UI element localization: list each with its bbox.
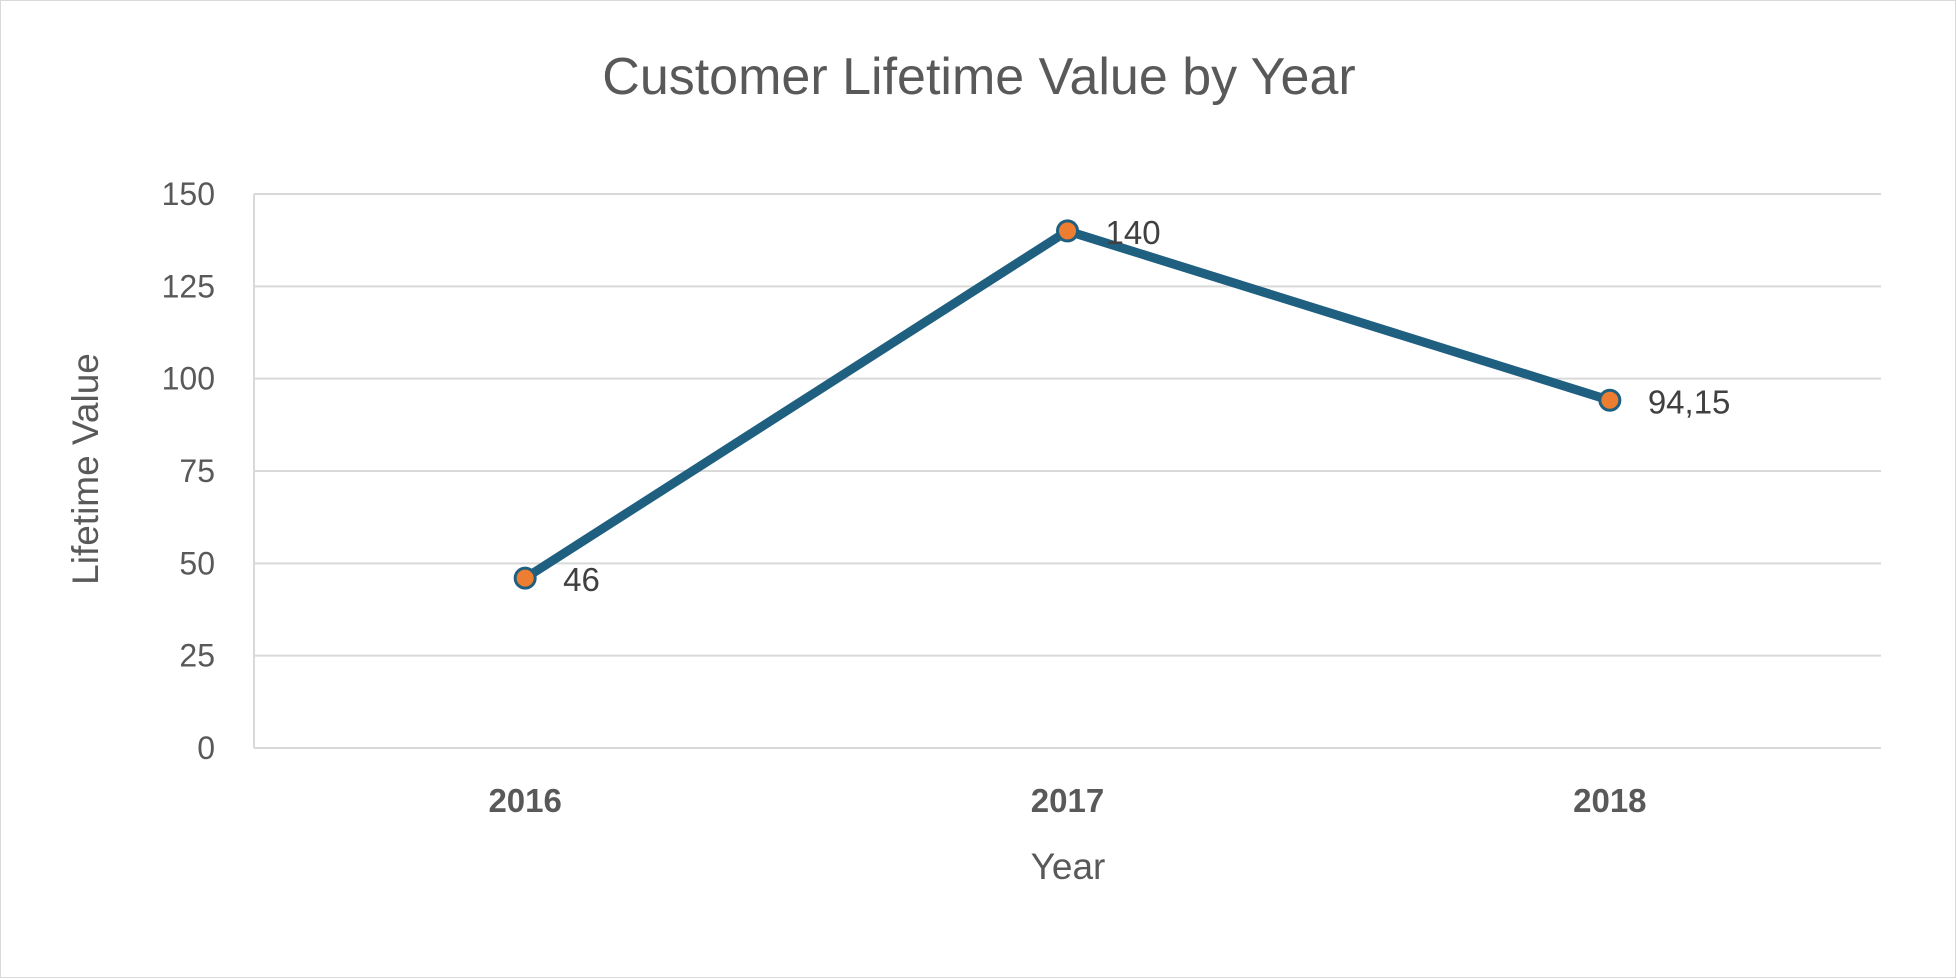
x-axis-title: Year — [1031, 846, 1106, 887]
series-line — [520, 226, 1615, 583]
data-point-2017 — [1056, 219, 1079, 243]
data-label-2016: 46 — [563, 561, 600, 598]
y-tick-label: 0 — [197, 730, 215, 766]
x-axis-tick-labels: 2016 2017 2018 — [488, 782, 1646, 819]
data-point-2018 — [1598, 388, 1622, 412]
data-labels: 46 140 94,15 — [563, 214, 1730, 598]
y-tick-label: 150 — [162, 176, 215, 212]
x-tick-label: 2016 — [488, 782, 561, 819]
gridlines — [253, 193, 1881, 749]
data-label-2018: 94,15 — [1648, 383, 1731, 420]
data-label-2017: 140 — [1106, 214, 1161, 251]
y-tick-label: 75 — [179, 453, 215, 489]
y-tick-label: 100 — [162, 361, 215, 397]
y-tick-label: 25 — [179, 638, 215, 674]
y-tick-label: 50 — [179, 545, 215, 581]
y-tick-label: 125 — [162, 268, 215, 304]
x-tick-label: 2018 — [1573, 782, 1646, 819]
data-point-2016 — [513, 566, 537, 590]
y-axis-title: Lifetime Value — [65, 353, 106, 585]
y-axis-tick-labels: 0 25 50 75 100 125 150 — [162, 176, 215, 766]
x-tick-label: 2017 — [1031, 782, 1104, 819]
chart-title: Customer Lifetime Value by Year — [602, 48, 1355, 106]
series-layer — [513, 219, 1622, 590]
